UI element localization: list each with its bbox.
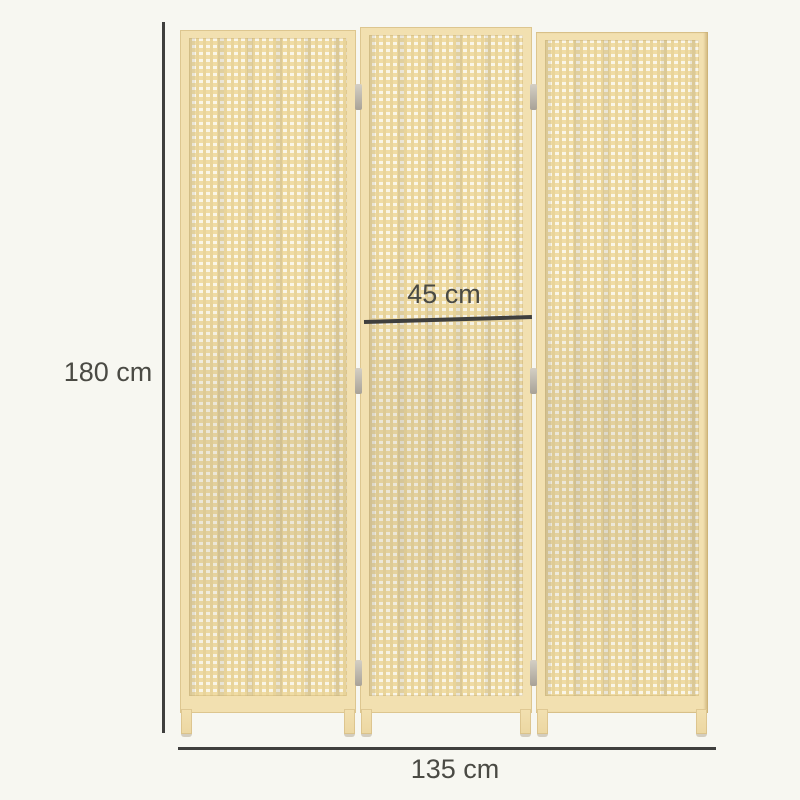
panel-leg: [520, 709, 531, 737]
panel-leg: [696, 709, 707, 737]
hinge: [530, 84, 537, 110]
hinge: [355, 84, 362, 110]
hinge: [355, 660, 362, 686]
panel-leg: [361, 709, 372, 737]
woven-mesh: [369, 35, 523, 696]
woven-mesh: [545, 40, 699, 696]
panel-leg: [537, 709, 548, 737]
hinge: [530, 660, 537, 686]
height-dimension-label: 180 cm: [63, 357, 153, 387]
divider-panel-middle: [360, 27, 532, 737]
total-width-dimension-line: [178, 747, 716, 750]
hinge: [530, 368, 537, 394]
panel-leg: [181, 709, 192, 737]
divider-panel-right: [536, 32, 708, 737]
panel-width-dimension-label: 45 cm: [407, 279, 481, 309]
divider-panel-left: [180, 30, 356, 737]
hinge: [355, 368, 362, 394]
height-dimension-line: [162, 22, 165, 733]
woven-mesh: [189, 38, 347, 696]
panel-leg: [344, 709, 355, 737]
total-width-dimension-label: 135 cm: [410, 754, 500, 784]
